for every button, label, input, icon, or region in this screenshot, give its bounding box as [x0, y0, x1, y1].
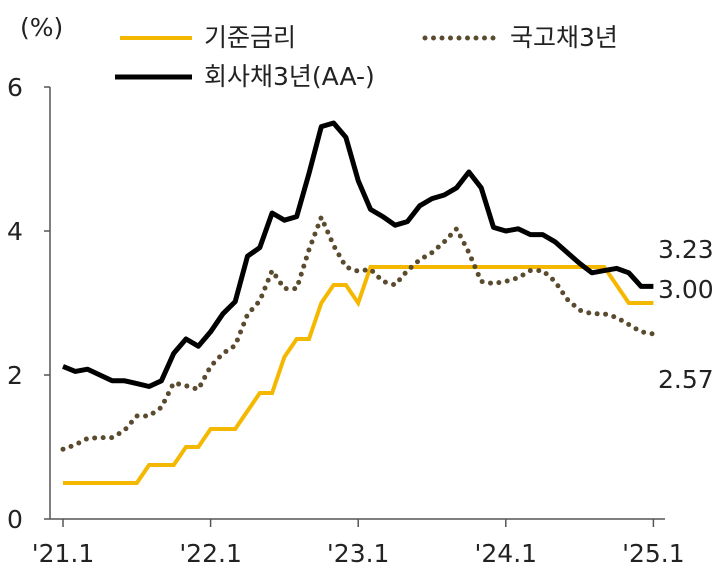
legend-label-treasury-3y: 국고채3년 — [510, 23, 618, 52]
series-line-treasury-3y — [60, 210, 656, 452]
y-tick-label: 4 — [7, 217, 23, 246]
x-tick-group: '21.1 '22.1 '23.1 '24.1 '25.1 — [32, 519, 685, 568]
legend-label-corporate-3y: 회사채3년(AA-) — [204, 62, 375, 91]
end-label-treasury: 2.57 — [658, 365, 714, 394]
legend: 기준금리 국고채3년 회사채3년(AA-) — [115, 23, 618, 91]
x-tick-label: '25.1 — [622, 539, 685, 568]
end-label-corporate: 3.23 — [658, 235, 714, 264]
end-label-base-rate: 3.00 — [658, 275, 714, 304]
y-axis-label: (%) — [20, 13, 63, 42]
x-tick-label: '22.1 — [179, 539, 242, 568]
y-tick-label: 0 — [7, 505, 23, 534]
y-tick-label: 2 — [7, 361, 23, 390]
series-line-corporate-3y — [62, 120, 654, 389]
x-tick-label: '23.1 — [327, 539, 390, 568]
series-line-base-rate — [63, 265, 654, 485]
y-tick-group: 0 2 4 6 — [7, 73, 50, 534]
x-tick-label: '24.1 — [475, 539, 538, 568]
y-tick-label: 6 — [7, 73, 23, 102]
legend-label-base-rate: 기준금리 — [204, 23, 296, 52]
x-tick-label: '21.1 — [32, 539, 95, 568]
